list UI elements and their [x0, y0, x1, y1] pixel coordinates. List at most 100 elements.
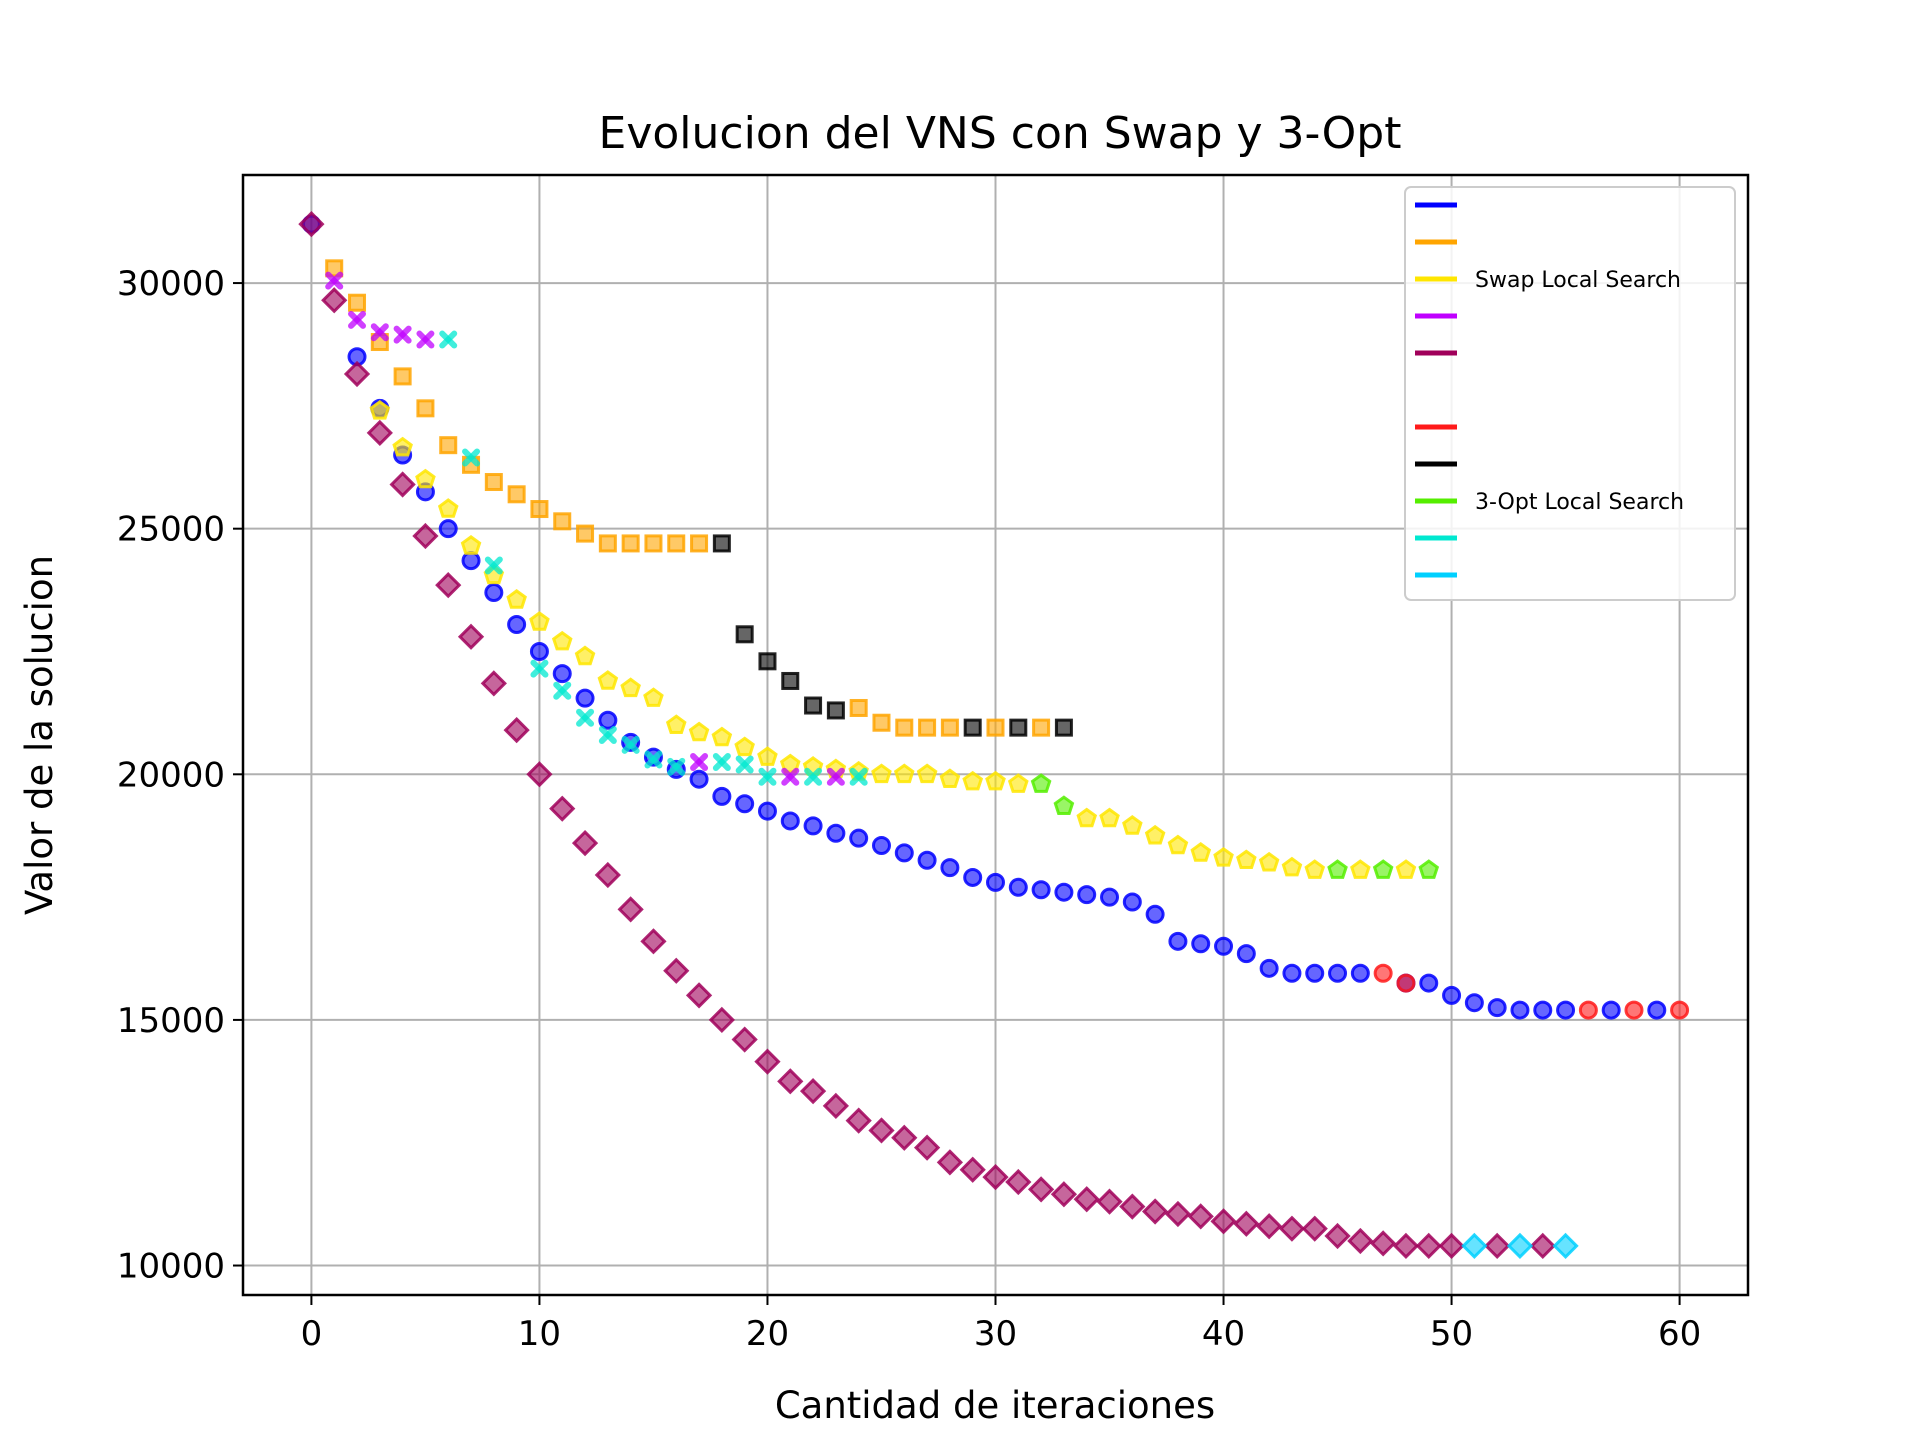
data-point — [1236, 849, 1257, 869]
data-point — [1210, 1208, 1237, 1235]
data-point — [916, 763, 938, 784]
data-point — [690, 534, 709, 553]
data-point — [621, 735, 640, 754]
data-point — [731, 1026, 758, 1053]
data-point — [389, 471, 416, 498]
data-point — [781, 767, 800, 786]
data-point — [366, 419, 393, 447]
data-point — [963, 867, 983, 887]
data-point — [484, 583, 504, 603]
data-point — [412, 522, 439, 550]
data-point-stroke — [804, 767, 823, 786]
chart-title: Evolucion del VNS con Swap y 3-Opt — [599, 108, 1402, 159]
data-point — [571, 829, 599, 857]
legend-label: Swap Local Search — [1475, 268, 1681, 293]
x-tick-label: 0 — [301, 1314, 323, 1354]
data-point — [1327, 859, 1348, 879]
data-point — [348, 310, 367, 329]
data-point — [506, 589, 527, 609]
data-point-stroke — [644, 750, 663, 769]
data-point — [868, 1117, 895, 1144]
data-point — [598, 710, 618, 730]
data-point — [457, 623, 485, 650]
data-point — [1350, 963, 1370, 983]
data-point — [959, 1156, 986, 1183]
data-point — [845, 1107, 872, 1134]
data-point — [393, 367, 412, 386]
data-point — [963, 718, 982, 737]
data-point-stroke — [393, 325, 412, 344]
data-point-stroke — [576, 708, 595, 727]
data-point — [369, 399, 391, 420]
data-point — [529, 641, 549, 661]
data-point — [1350, 859, 1371, 879]
x-tick-label: 10 — [518, 1314, 561, 1354]
data-marks — [298, 211, 1690, 1259]
data-point — [894, 843, 914, 863]
data-point — [826, 701, 845, 720]
data-point — [826, 767, 845, 786]
data-point — [1258, 851, 1280, 872]
data-point — [461, 551, 481, 571]
data-point — [1144, 824, 1166, 845]
data-point — [1214, 936, 1234, 956]
data-point-stroke — [826, 767, 845, 786]
data-point — [1027, 1176, 1055, 1203]
data-point — [553, 512, 572, 531]
x-tick-label: 60 — [1658, 1314, 1701, 1354]
data-point — [1007, 773, 1029, 793]
data-point — [598, 534, 617, 553]
data-point — [688, 721, 710, 742]
data-point — [985, 770, 1006, 791]
data-point — [1100, 887, 1120, 907]
data-point-stroke — [325, 271, 344, 290]
data-point — [781, 671, 800, 690]
data-point — [1506, 1232, 1534, 1259]
data-point — [1233, 1210, 1260, 1237]
data-point — [1030, 773, 1052, 793]
data-point-stroke — [462, 448, 481, 467]
data-point — [393, 325, 412, 344]
data-point — [1031, 880, 1051, 900]
data-point — [643, 687, 664, 707]
data-point — [1054, 882, 1074, 902]
data-point — [437, 498, 459, 518]
data-point — [1077, 885, 1097, 905]
data-point — [484, 473, 503, 492]
data-point — [708, 1006, 735, 1034]
data-point — [1304, 859, 1326, 879]
data-point — [735, 755, 754, 774]
data-point — [872, 713, 891, 732]
data-point — [1484, 1232, 1511, 1259]
data-point — [574, 645, 596, 666]
data-point — [1008, 877, 1028, 897]
data-point — [439, 330, 458, 349]
data-point — [1213, 846, 1234, 867]
data-point — [667, 757, 686, 776]
data-point — [690, 753, 709, 772]
data-point — [553, 681, 572, 700]
data-point — [1099, 807, 1120, 828]
data-point-stroke — [370, 323, 389, 342]
data-point — [667, 534, 686, 553]
data-point — [1054, 718, 1073, 737]
data-point — [576, 708, 595, 727]
data-point — [1601, 1000, 1621, 1020]
data-point — [891, 1124, 918, 1151]
data-point — [640, 928, 667, 955]
data-point — [939, 768, 961, 788]
data-point-stroke — [416, 330, 435, 349]
data-point — [439, 436, 458, 455]
data-point — [1552, 1232, 1579, 1259]
data-point — [1145, 904, 1165, 924]
data-point-stroke — [758, 767, 777, 786]
data-point — [1122, 892, 1142, 912]
data-point — [1305, 963, 1325, 983]
x-axis-ticks: 0 10 20 30 40 50 60 — [301, 1295, 1701, 1354]
data-point — [1438, 1232, 1465, 1259]
data-point-stroke — [484, 556, 503, 575]
data-point — [1529, 1232, 1556, 1259]
data-point — [1076, 807, 1098, 828]
data-point — [712, 534, 731, 553]
